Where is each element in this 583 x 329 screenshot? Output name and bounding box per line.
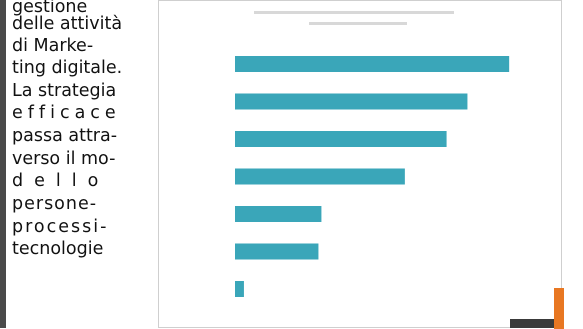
text-line: efficace xyxy=(12,103,121,123)
logo-accent xyxy=(554,288,564,329)
bar xyxy=(235,206,322,222)
bar xyxy=(235,131,447,147)
chart-bars xyxy=(235,56,510,297)
chart-title-line xyxy=(254,11,454,14)
bar xyxy=(235,168,405,185)
bar xyxy=(235,243,319,260)
left-column-rule xyxy=(0,0,6,328)
bar-chart-image xyxy=(158,0,564,329)
text-line: delle attività xyxy=(12,14,123,34)
text-line: La strategia xyxy=(12,81,117,101)
bar xyxy=(235,281,244,297)
publisher-logo xyxy=(510,319,554,328)
text-line: tecnologie xyxy=(12,239,104,259)
article-text-column: gestione delle attività di Marke- ting d… xyxy=(12,0,150,328)
text-line-text: di Marke- xyxy=(12,36,94,56)
text-line: passa attra- xyxy=(12,126,118,146)
bar-chart xyxy=(235,11,510,297)
chart-title-line xyxy=(309,22,407,25)
text-line: verso il mo- xyxy=(12,149,116,169)
text-line: processi- xyxy=(12,217,109,237)
text-line: dello xyxy=(12,171,110,191)
text-line: ting digitale. xyxy=(12,58,123,78)
text-line-text: gestione xyxy=(12,0,88,17)
text-line: di Marke- xyxy=(12,35,150,57)
text-line: persone- xyxy=(12,194,98,214)
bar xyxy=(235,93,468,110)
bar xyxy=(235,56,510,72)
text-line: gestione xyxy=(12,0,150,18)
chart-title-lines xyxy=(254,11,454,25)
